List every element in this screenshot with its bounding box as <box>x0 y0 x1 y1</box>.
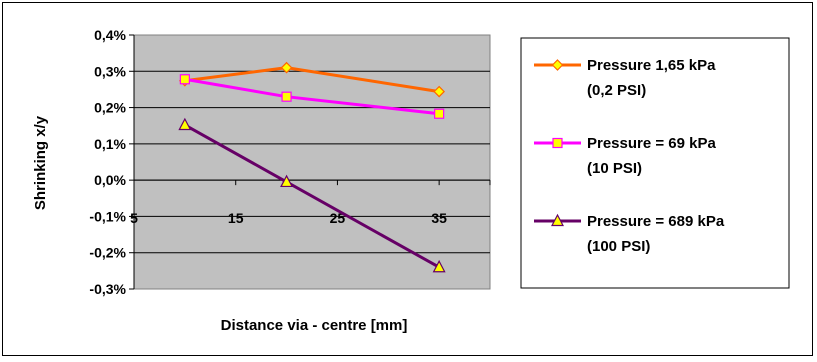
x-tick-label: 35 <box>431 210 447 226</box>
legend-entry-3: Pressure = 689 kPa (100 PSI) <box>534 213 725 255</box>
y-tick-label: -0,1% <box>89 208 126 224</box>
series-1-point <box>280 61 293 74</box>
x-tick-labels: 5 15 25 35 <box>130 210 447 226</box>
legend-label: Pressure = 689 kPa <box>587 213 725 230</box>
legend-label: (100 PSI) <box>587 238 650 255</box>
y-tick-label: -0,3% <box>89 281 126 297</box>
series-2-point <box>281 91 292 102</box>
series-1-point <box>433 85 445 98</box>
legend-label: (10 PSI) <box>587 160 642 177</box>
series-2-point <box>179 74 190 85</box>
axes <box>129 34 491 290</box>
legend-label: (0,2 PSI) <box>587 82 646 99</box>
series-3-point <box>178 117 192 131</box>
x-axis-label: Distance via - centre [mm] <box>221 317 408 334</box>
legend-entry-2: Pressure = 69 kPa (10 PSI) <box>534 135 717 177</box>
series-2 <box>179 74 445 119</box>
plot-area <box>133 34 491 290</box>
y-tick-label: 0,2% <box>94 100 126 116</box>
y-tick-label: 0,1% <box>94 136 126 152</box>
y-tick-label: -0,2% <box>89 245 126 261</box>
legend-marker <box>552 137 563 149</box>
y-tick-labels: 0,4% 0,3% 0,2% 0,1% 0,0% -0,1% -0,2% -0,3% <box>89 27 126 297</box>
legend <box>520 37 790 289</box>
grid-lines <box>134 70 490 254</box>
y-tick-label: 0,3% <box>94 63 126 79</box>
chart-svg: 0,4%0,3%0,2%0,1%0,0%-0,1%-0,2%-0,3% 5 15 2… <box>32 27 790 334</box>
y-axis-label: Shrinking x/y <box>32 115 49 210</box>
legend-label: Pressure = 69 kPa <box>587 135 717 152</box>
series-3 <box>178 117 446 273</box>
legend-marker <box>551 213 564 227</box>
legend-entries: Pressure 1,65 kPa (0,2 PSI) Pressure = 69 … <box>534 57 725 255</box>
y-tick-label: 0,4% <box>94 27 126 43</box>
legend-label: Pressure 1,65 kPa <box>587 57 716 74</box>
chart-frame: 0,4% 0,3% 0,2% 0,1% 0,0% -0,1% -0,2% -0,3% 5 15 2… <box>2 2 813 356</box>
legend-entry-1: Pressure 1,65 kPa (0,2 PSI) <box>534 57 716 99</box>
series-3-point <box>280 174 294 188</box>
legend-marker <box>551 59 564 71</box>
x-tick-label: 5 <box>130 210 138 226</box>
series-layer <box>178 61 446 273</box>
x-tick-label: 15 <box>228 210 244 226</box>
y-tick-label: 0,0% <box>94 172 126 188</box>
series-2-point <box>434 108 445 119</box>
series-3-point <box>432 259 446 273</box>
